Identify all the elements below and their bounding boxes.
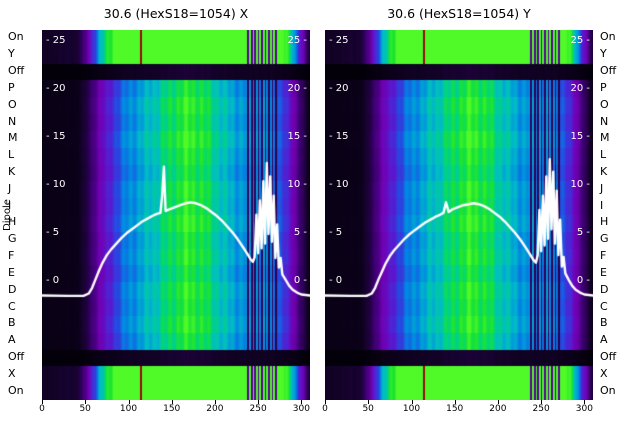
x-tick-label: 150 [446, 404, 464, 414]
x-tick-mark [214, 400, 216, 404]
dipole-label-left: On [8, 383, 24, 397]
x-tick-label: 250 [249, 404, 267, 414]
dipole-label-left: X [8, 366, 16, 380]
x-tick-mark [584, 400, 586, 404]
dipole-label-left: D [8, 282, 17, 296]
dipole-label-left: N [8, 114, 17, 128]
dipole-label-right: B [600, 316, 608, 330]
dipole-label-left: P [8, 80, 15, 94]
dipole-label-right: G [600, 232, 609, 246]
dipole-label-right: X [600, 366, 608, 380]
dipole-label-right: On [600, 383, 616, 397]
panel-y-title: 30.6 (HexS18=1054) Y [387, 6, 531, 21]
dipole-label-left: Y [8, 47, 15, 61]
dipole-labels-right: On Y Off P O N M L K J I H G F E D C B A Off X On [600, 30, 638, 400]
dipole-label-left: F [8, 249, 15, 262]
dipole-label-right: O [600, 97, 609, 111]
x-tick-label: 0 [322, 404, 328, 414]
dipole-label-left: L [8, 148, 15, 162]
dipole-label-left: C [8, 299, 16, 313]
x-tick-label: 200 [206, 404, 224, 414]
dipole-label-right: Y [600, 47, 607, 61]
x-tick-label: 300 [575, 404, 593, 414]
dipole-label-right: I [600, 198, 604, 212]
dipole-label-left: Off [8, 350, 25, 363]
dipole-label-right: D [600, 282, 609, 296]
x-tick-mark [454, 400, 456, 404]
dipole-label-left: M [8, 131, 18, 145]
dipole-label-right: Off [600, 350, 617, 363]
dipole-label-left: O [8, 97, 17, 111]
dipole-label-right: Off [600, 64, 617, 77]
panel-x: 30.6 (HexS18=1054) X - 25 25 -- 20 20 -- 1… [39, 6, 310, 414]
panel-x-title: 30.6 (HexS18=1054) X [103, 6, 249, 21]
x-tick-label: 250 [532, 404, 550, 414]
dipole-labels-left: On Y Off P O N M L K J I H G F E D C B A Off X On [8, 30, 40, 400]
x-tick-mark [42, 400, 43, 404]
dipole-label-right: L [600, 148, 607, 162]
x-tick-mark [325, 400, 326, 404]
dipole-label-right: K [600, 165, 608, 178]
dipole-label-left: J [8, 181, 12, 195]
x-tick-label: 0 [39, 404, 45, 414]
x-tick-mark [497, 400, 499, 404]
dipole-label-left: G [8, 232, 17, 246]
dipole-label-right: E [600, 265, 607, 279]
x-tick-mark [301, 400, 303, 404]
x-tick-mark [128, 400, 130, 404]
x-tick-mark [171, 400, 173, 404]
dipole-label-right: F [600, 249, 607, 262]
x-tick-mark [258, 400, 260, 404]
x-tick-label: 150 [163, 404, 181, 414]
dipole-label-right: N [600, 114, 609, 128]
panel-y: 30.6 (HexS18=1054) Y - 25 25 -- 20 20 -- 1… [322, 6, 593, 414]
dipole-label-left: Off [8, 64, 25, 77]
heatmap-canvas-x [42, 30, 310, 400]
dipole-label-right: C [600, 299, 608, 313]
dipole-label-right: A [600, 333, 608, 347]
x-tick-label: 100 [402, 404, 421, 414]
dipole-label-right: M [600, 131, 610, 145]
dipole-label-right: P [600, 80, 607, 94]
x-tick-mark [368, 400, 370, 404]
dipole-label-left: On [8, 30, 24, 44]
dipole-label-right: On [600, 30, 616, 44]
dipole-label-left: E [8, 265, 15, 279]
x-tick-label: 200 [489, 404, 507, 414]
x-tick-mark [85, 400, 87, 404]
dipole-label-left: I [8, 198, 12, 212]
dipole-label-right: J [600, 181, 604, 195]
dipole-label-left: A [8, 333, 16, 347]
dipole-label-left: B [8, 316, 16, 330]
x-tick-label: 50 [362, 404, 374, 414]
x-tick-mark [411, 400, 413, 404]
x-tick-label: 100 [119, 404, 138, 414]
dipole-label-left: K [8, 165, 16, 178]
heatmap-canvas-y [325, 30, 593, 400]
x-tick-label: 300 [292, 404, 310, 414]
dipole-label-right: H [600, 215, 609, 229]
dipole-label-left: H [8, 215, 17, 229]
x-tick-mark [541, 400, 543, 404]
x-tick-label: 50 [79, 404, 91, 414]
